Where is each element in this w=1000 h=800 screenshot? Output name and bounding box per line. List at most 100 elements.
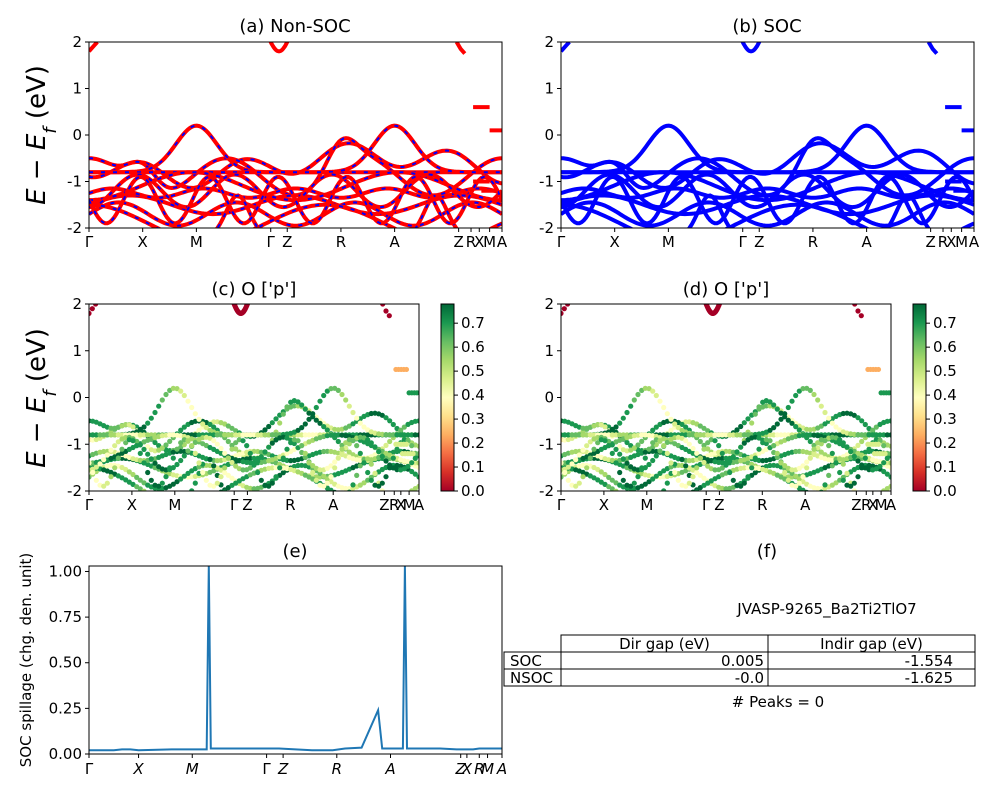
panel-c-band-point <box>181 424 187 430</box>
panel-d-band-point <box>752 455 758 461</box>
panel-d-band-point <box>848 449 854 455</box>
panel-c-band-point <box>295 462 301 469</box>
panel-c-band-point <box>163 474 169 480</box>
panel-d-band-point <box>826 415 832 421</box>
panel-d-band-point <box>844 444 850 450</box>
panel-d-cband-point <box>852 304 858 307</box>
panel-c-band-point <box>196 432 202 438</box>
panel-d-band-point <box>676 497 681 502</box>
panel-c-band-point <box>174 461 180 468</box>
panel-c-band-point <box>229 442 235 448</box>
panel-c-band-point <box>134 474 140 480</box>
panel-c-band-point <box>225 472 231 478</box>
panel-d-band-point <box>818 489 824 491</box>
panel-d-band-point <box>562 432 568 438</box>
panel-e-ytick-label: 0.50 <box>49 654 82 672</box>
panel-d-band-point <box>664 450 670 456</box>
panel-d-xtick-label: Z <box>851 496 861 514</box>
panel-d-band-point <box>624 460 630 466</box>
panel-c-band-point <box>346 489 352 491</box>
panel-c-band-point <box>170 455 176 461</box>
panel-c-band-point <box>225 438 231 445</box>
panel-c-band-point <box>324 448 330 454</box>
panel-d-band-point <box>870 432 876 438</box>
panel-d-band-point <box>624 439 630 446</box>
panel-c-band-point <box>137 427 143 433</box>
panel-c-band-point <box>141 480 147 486</box>
panel-c-band-point <box>189 488 195 491</box>
panel-c-band-point <box>119 455 125 461</box>
panel-c-band-point <box>247 455 253 461</box>
panel-c-xtick-label: A <box>414 496 425 514</box>
panel-c-band-point <box>156 483 162 489</box>
panel-d-band-point <box>841 502 846 507</box>
panel-c-band-point <box>160 498 165 503</box>
panel-c-band-point <box>405 432 411 438</box>
panel-a-band-dash <box>89 142 502 189</box>
panel-c-band-point <box>280 411 286 417</box>
panel-c-colorbar <box>440 303 455 492</box>
panel-c-band-point <box>343 440 349 446</box>
panel-d-band-point <box>598 469 604 475</box>
panel-d-band-point <box>686 441 692 447</box>
panel-d-band-point <box>734 449 740 455</box>
panel-d-cbar-tick-label: 0.3 <box>933 410 957 428</box>
panel-c-band-point <box>101 498 106 503</box>
panel-c-band-point <box>269 420 275 426</box>
panel-d-band-point <box>664 411 670 417</box>
panel-c-band-point <box>214 432 220 438</box>
panel-d-band-point <box>591 455 597 461</box>
panel-c-band-point <box>416 432 419 438</box>
band-ylabel: E − Ef (eV) <box>22 328 61 468</box>
panel-d-band-point <box>580 432 586 438</box>
panel-d-band-point <box>855 474 861 480</box>
panel-e-xtick-label: R <box>332 760 342 778</box>
panel-c-band-point <box>368 461 374 467</box>
panel-c-band-point <box>251 432 257 438</box>
panel-c-band-point <box>284 457 290 463</box>
panel-d-band-point <box>785 404 791 411</box>
panel-c-band-point <box>108 474 114 480</box>
panel-b-title: (b) SOC <box>732 16 801 37</box>
panel-d-band-point <box>576 432 582 438</box>
panel-d-band-point <box>565 464 571 470</box>
panel-a-ytick-label: 2 <box>72 33 82 51</box>
panel-d-band-point <box>716 443 722 449</box>
panel-d-band-point <box>569 432 575 438</box>
panel-c-band-point <box>137 432 143 438</box>
panel-d-band-point <box>628 498 633 503</box>
panel-c-band-point <box>284 446 290 452</box>
panel-c-band-point <box>339 494 344 499</box>
panel-c-band-point <box>123 440 129 446</box>
panel-c-band-point <box>361 480 367 486</box>
panel-d-band-point <box>730 454 736 460</box>
panel-c-band-point <box>387 432 393 438</box>
panel-d-band-point <box>602 471 608 478</box>
panel-a-cband-line <box>268 42 290 54</box>
panel-d-band-point <box>723 455 729 461</box>
panel-d-band-point <box>617 498 622 503</box>
panel-c-band-point <box>192 450 198 456</box>
panel-d-band-point <box>632 498 637 503</box>
panel-d-band-point <box>855 442 861 448</box>
panel-b-cband-line <box>561 42 571 53</box>
panel-d-band-point <box>774 406 780 412</box>
panel-d-band-point <box>789 467 795 473</box>
panel-e-title: (e) <box>282 541 307 562</box>
panel-d-band-point <box>829 420 835 426</box>
panel-c-band-point <box>196 500 201 505</box>
panel-d-band-point <box>811 496 816 501</box>
panel-c-band-point <box>368 477 374 483</box>
panel-c-band-point <box>339 391 345 398</box>
panel-c-band-point <box>225 432 231 438</box>
panel-c-band-point <box>273 498 278 503</box>
panel-c-band-point <box>200 469 206 476</box>
panel-c-band-point <box>185 470 191 476</box>
panel-c-band-point <box>302 432 308 438</box>
panel-c-band-point <box>119 498 124 503</box>
panel-d-cband-point <box>561 306 567 312</box>
panel-d-band-point <box>661 502 666 507</box>
panel-d-band-point <box>701 446 707 452</box>
